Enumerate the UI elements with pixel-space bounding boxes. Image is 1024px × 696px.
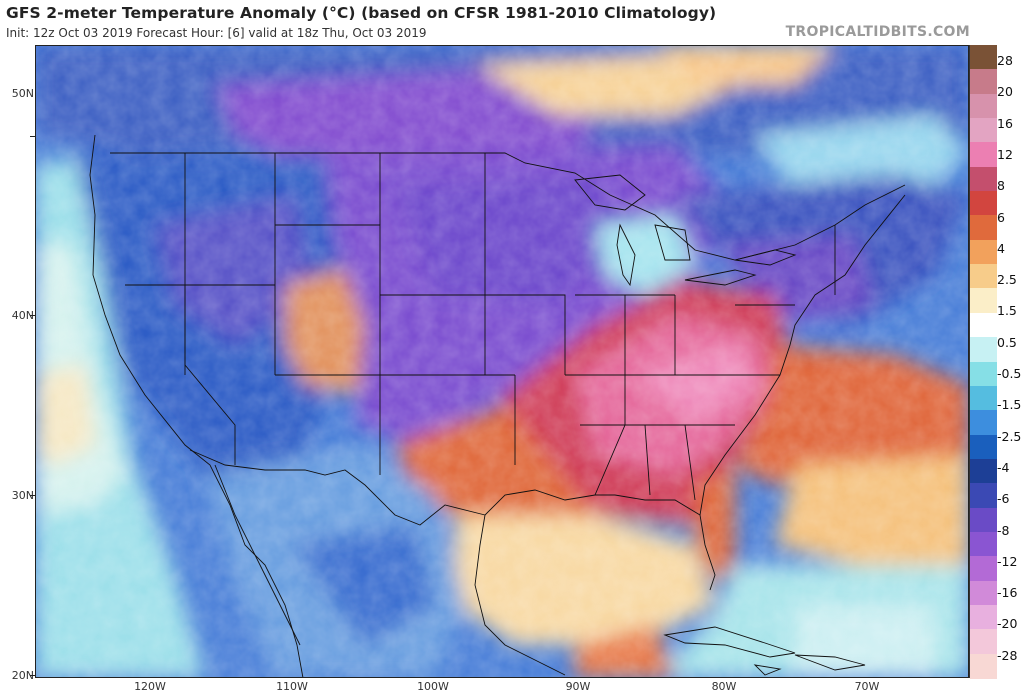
colorbar-label: -2.5 bbox=[997, 428, 1022, 444]
header: GFS 2-meter Temperature Anomaly (°C) (ba… bbox=[0, 0, 1024, 44]
lat-label-50n: 50N bbox=[11, 87, 34, 100]
colorbar-cell bbox=[970, 118, 997, 143]
lon-label-70w: 70W bbox=[854, 680, 880, 693]
brand-watermark: TROPICALTIDBITS.COM bbox=[785, 24, 970, 40]
colorbar-cell bbox=[970, 142, 997, 168]
colorbar-cell bbox=[970, 604, 997, 630]
colorbar-cell bbox=[970, 361, 997, 387]
colorbar-cell bbox=[970, 580, 997, 606]
colorbar-label: -20 bbox=[997, 616, 1018, 632]
colorbar-cell bbox=[970, 629, 997, 655]
lon-label-90w: 90W bbox=[565, 680, 591, 693]
lat-label-40n: 40N bbox=[11, 309, 34, 322]
lon-label-80w: 80W bbox=[711, 680, 737, 693]
colorbar-cell bbox=[970, 507, 997, 533]
colorbar-cell bbox=[970, 239, 997, 265]
map-title: GFS 2-meter Temperature Anomaly (°C) (ba… bbox=[6, 4, 717, 22]
colorbar-label: 2.5 bbox=[997, 272, 1017, 288]
map-frame bbox=[35, 45, 969, 678]
colorbar-cell bbox=[970, 191, 997, 216]
colorbar-label: 1.5 bbox=[997, 303, 1017, 319]
anomaly-map-svg bbox=[35, 45, 969, 678]
lon-label-110w: 110W bbox=[276, 680, 308, 693]
colorbar bbox=[969, 45, 997, 679]
colorbar-cell bbox=[970, 93, 997, 119]
colorbar-cell bbox=[970, 385, 997, 411]
colorbar-cell bbox=[970, 337, 997, 363]
colorbar-label: 16 bbox=[997, 115, 1013, 131]
colorbar-cell bbox=[970, 653, 997, 679]
colorbar-cell bbox=[970, 166, 997, 192]
noise-texture bbox=[35, 45, 969, 678]
colorbar-label: 28 bbox=[997, 53, 1013, 68]
lat-label-30n: 30N bbox=[11, 489, 34, 502]
colorbar-label: -1.5 bbox=[997, 397, 1022, 413]
colorbar-cell bbox=[970, 434, 997, 460]
colorbar-cell bbox=[970, 531, 997, 557]
colorbar-cell bbox=[970, 458, 997, 484]
colorbar-label: 6 bbox=[997, 209, 1005, 225]
colorbar-cell bbox=[970, 69, 997, 95]
anomaly-map bbox=[35, 45, 969, 678]
lon-label-120w: 120W bbox=[134, 680, 166, 693]
colorbar-label: 4 bbox=[997, 240, 1005, 256]
colorbar-label: -16 bbox=[997, 585, 1018, 601]
forecast-info: Init: 12z Oct 03 2019 Forecast Hour: [6]… bbox=[6, 26, 427, 40]
colorbar-cell bbox=[970, 483, 997, 509]
lat-label-20n: 20N bbox=[11, 669, 34, 682]
colorbar-cell bbox=[970, 312, 997, 338]
colorbar-cell bbox=[970, 410, 997, 436]
colorbar-label: -8 bbox=[997, 522, 1010, 538]
colorbar-cell bbox=[970, 215, 997, 241]
colorbar-label: 20 bbox=[997, 84, 1013, 100]
lon-label-100w: 100W bbox=[417, 680, 449, 693]
colorbar-cell bbox=[970, 288, 997, 314]
colorbar-label: 8 bbox=[997, 178, 1005, 194]
colorbar-label: -12 bbox=[997, 553, 1018, 569]
colorbar-label: -6 bbox=[997, 491, 1010, 507]
boundaries bbox=[89, 134, 906, 678]
colorbar-label: -0.5 bbox=[997, 366, 1022, 381]
colorbar-cell bbox=[970, 556, 997, 582]
colorbar-cell bbox=[970, 264, 997, 290]
colorbar-label: -28 bbox=[997, 647, 1018, 663]
colorbar-label: -4 bbox=[997, 459, 1010, 475]
colorbar-label: 0.5 bbox=[997, 334, 1017, 350]
colorbar-cell bbox=[970, 45, 997, 70]
colorbar-label: 12 bbox=[997, 146, 1013, 162]
